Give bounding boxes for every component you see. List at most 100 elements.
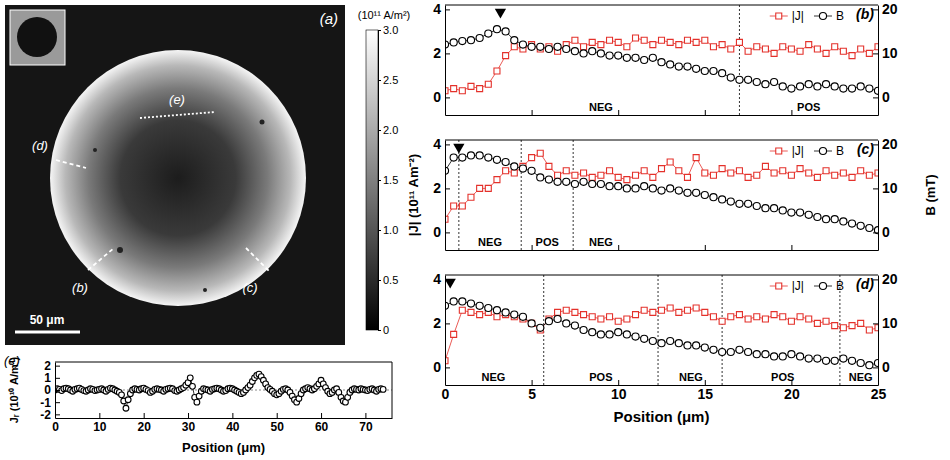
- legend-marker: [776, 283, 782, 289]
- tick-label: 10: [611, 386, 627, 402]
- data-point: [641, 168, 647, 174]
- data-point: [528, 43, 535, 50]
- legend-marker: [819, 282, 826, 289]
- tick: 2: [44, 359, 60, 373]
- data-point: [503, 53, 509, 59]
- data-point: [467, 152, 474, 159]
- data-point: [857, 222, 864, 229]
- data-point: [727, 348, 734, 355]
- tick-mark: [55, 390, 60, 391]
- data-point: [701, 344, 708, 351]
- plot-area: [445, 275, 878, 385]
- series-line: [55, 374, 383, 408]
- tick-mark: [445, 188, 450, 189]
- tick-label: 4: [433, 1, 441, 17]
- data-point: [123, 405, 129, 411]
- tick-mark: [873, 97, 878, 98]
- data-point: [840, 85, 847, 92]
- data-point: [451, 86, 457, 92]
- data-point: [702, 170, 708, 176]
- tick-mark: [232, 413, 233, 418]
- defect: [203, 288, 207, 292]
- data-point: [485, 30, 492, 37]
- data-point: [649, 337, 656, 344]
- tick-label: 20: [138, 420, 152, 434]
- data-point: [675, 340, 682, 347]
- data-point: [701, 67, 708, 74]
- data-point: [814, 355, 821, 362]
- frame: [445, 140, 878, 141]
- tick: 5: [528, 380, 536, 402]
- tick-label: 0: [433, 89, 441, 105]
- data-point: [840, 170, 846, 176]
- tick-label: 70: [359, 420, 373, 434]
- tick-label: 30: [182, 420, 196, 434]
- data-point: [563, 307, 569, 313]
- data-point: [719, 42, 725, 48]
- data-point: [745, 174, 751, 180]
- data-point: [814, 83, 821, 90]
- tick: 1.5: [378, 174, 398, 186]
- tick-label: 50: [271, 420, 285, 434]
- data-point: [780, 44, 786, 50]
- data-point: [831, 357, 838, 364]
- profile-line: [246, 248, 270, 272]
- data-point: [450, 154, 457, 161]
- data-point: [667, 305, 673, 311]
- tick-label: 5: [528, 386, 536, 402]
- tick-mark: [532, 380, 533, 385]
- tick: 2: [433, 180, 450, 196]
- data-point: [589, 48, 596, 55]
- data-point: [529, 155, 535, 161]
- data-point: [823, 318, 829, 324]
- data-point: [788, 46, 794, 52]
- tick-mark: [99, 413, 100, 418]
- data-point: [598, 316, 604, 322]
- tick-mark: [55, 366, 60, 367]
- panel-label: (a): [320, 10, 338, 27]
- data-point: [736, 39, 742, 45]
- data-point: [459, 38, 466, 45]
- data-point: [503, 168, 509, 174]
- data-point: [797, 48, 803, 54]
- data-point: [125, 397, 131, 403]
- tick: 0: [873, 224, 890, 240]
- y-axis: 024: [433, 136, 450, 250]
- data-point: [788, 351, 795, 358]
- region-label: POS: [536, 236, 559, 248]
- data-point: [650, 309, 656, 315]
- data-point: [502, 28, 509, 35]
- legend-label: |J|: [792, 144, 804, 158]
- tick-mark: [705, 245, 706, 250]
- data-point: [693, 342, 700, 349]
- data-point: [796, 83, 803, 90]
- tick: [705, 110, 706, 115]
- tick-label: 0: [882, 359, 890, 375]
- tick-label: 2: [433, 45, 441, 61]
- data-point: [476, 152, 483, 159]
- tick: 4: [433, 136, 450, 152]
- data-point: [728, 314, 734, 320]
- axis-line: [446, 385, 879, 386]
- data-point: [554, 178, 561, 185]
- colorbar-axis: 00.51.01.52.02.53.0: [378, 24, 398, 336]
- data-point: [598, 42, 604, 48]
- tick: 0: [873, 359, 890, 375]
- data-point: [589, 39, 595, 45]
- y-axis: 024: [433, 271, 450, 385]
- divider: [739, 5, 740, 115]
- data-point: [693, 155, 699, 161]
- tick: 10: [873, 180, 898, 196]
- data-point: [675, 63, 682, 70]
- data-point: [511, 37, 518, 44]
- tick-label: 10: [93, 420, 107, 434]
- data-point: [675, 187, 682, 194]
- data-point: [554, 43, 561, 50]
- data-point: [615, 174, 621, 180]
- data-point: [528, 167, 535, 174]
- data-point: [589, 180, 596, 187]
- data-point: [623, 331, 630, 338]
- data-point: [676, 42, 682, 48]
- tick-mark: [873, 188, 878, 189]
- image-background: [5, 5, 345, 345]
